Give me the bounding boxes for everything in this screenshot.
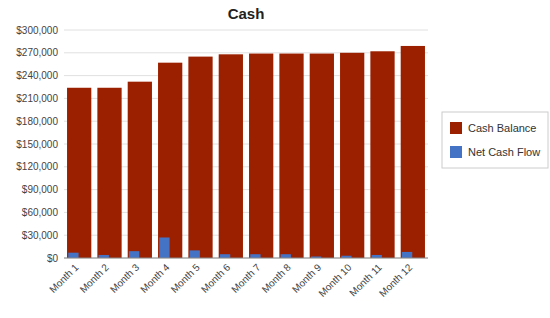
bar bbox=[188, 57, 212, 258]
x-tick-label: Month 7 bbox=[229, 261, 263, 295]
y-tick-label: $150,000 bbox=[16, 139, 58, 150]
bar bbox=[68, 253, 78, 258]
x-tick-label: Month 12 bbox=[377, 261, 415, 299]
bar bbox=[370, 51, 394, 258]
y-tick-label: $210,000 bbox=[16, 93, 58, 104]
y-tick-label: $90,000 bbox=[22, 184, 59, 195]
y-tick-label: $30,000 bbox=[22, 230, 59, 241]
legend-label: Net Cash Flow bbox=[468, 146, 540, 158]
bar bbox=[219, 54, 243, 258]
chart: Cash $0 $30,000 $60,000 $90,000 $120,000 $150,… bbox=[0, 0, 550, 318]
bar bbox=[220, 254, 230, 258]
y-tick-label: $300,000 bbox=[16, 25, 58, 36]
legend-swatch bbox=[450, 122, 462, 134]
legend-frame bbox=[442, 112, 548, 168]
y-tick-label: $60,000 bbox=[22, 207, 59, 218]
bar bbox=[158, 63, 182, 258]
x-tick-label: Month 8 bbox=[260, 261, 294, 295]
bar bbox=[279, 54, 303, 258]
x-axis: Month 1Month 2Month 3Month 4Month 5Month… bbox=[47, 261, 414, 299]
x-tick-label: Month 5 bbox=[169, 261, 203, 295]
bar bbox=[401, 46, 425, 258]
bar bbox=[249, 54, 273, 258]
bar bbox=[128, 82, 152, 258]
x-tick-label: Month 4 bbox=[138, 261, 172, 295]
bar bbox=[129, 251, 139, 258]
title: Cash bbox=[228, 5, 265, 22]
y-tick-label: $270,000 bbox=[16, 47, 58, 58]
x-tick-label: Month 1 bbox=[47, 261, 81, 295]
bar bbox=[340, 53, 364, 258]
y-tick-label: $120,000 bbox=[16, 161, 58, 172]
y-tick-label: $0 bbox=[47, 253, 59, 264]
bar bbox=[281, 254, 291, 258]
bars bbox=[67, 46, 425, 258]
legend-label: Cash Balance bbox=[468, 122, 537, 134]
y-tick-label: $180,000 bbox=[16, 116, 58, 127]
x-tick-label: Month 6 bbox=[199, 261, 233, 295]
legend: Cash Balance Net Cash Flow bbox=[442, 112, 548, 168]
x-axis-line bbox=[64, 258, 428, 259]
bar bbox=[190, 250, 200, 258]
bar bbox=[97, 88, 121, 258]
bar bbox=[159, 237, 169, 258]
grid-line bbox=[64, 30, 428, 31]
legend-swatch bbox=[450, 146, 462, 158]
bar bbox=[310, 54, 334, 258]
bar bbox=[402, 252, 412, 258]
y-tick-label: $240,000 bbox=[16, 70, 58, 81]
x-tick-label: Month 3 bbox=[108, 261, 142, 295]
x-tick-label: Month 10 bbox=[316, 261, 354, 299]
bar bbox=[67, 88, 91, 258]
bar bbox=[250, 254, 260, 258]
x-tick-label: Month 2 bbox=[78, 261, 112, 295]
y-axis: $0 $30,000 $60,000 $90,000 $120,000 $150,000 $… bbox=[16, 25, 428, 264]
grid-line bbox=[64, 258, 428, 259]
